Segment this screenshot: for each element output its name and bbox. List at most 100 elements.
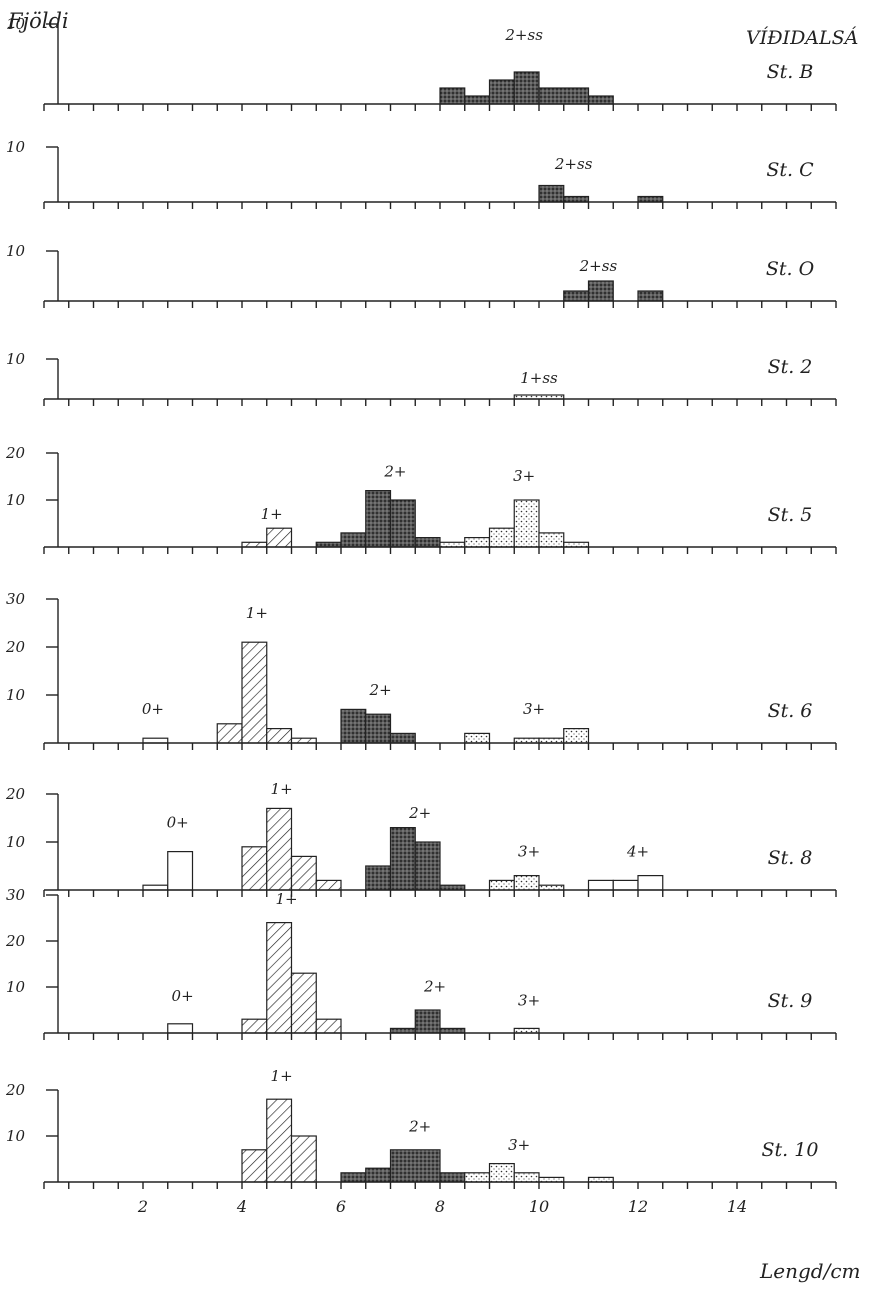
bar-1plus-4 [315, 1018, 342, 1034]
x-tick-label: 14 [727, 1197, 747, 1216]
bar-1plus-3 [266, 727, 293, 744]
station-label: St. 8 [768, 847, 813, 869]
y-tick-label: 10 [6, 1127, 26, 1145]
cohort-label: 2+ [383, 463, 406, 481]
bar-2plus-6 [414, 1009, 441, 1034]
bar-3plus-12 [563, 541, 590, 548]
x-axis-label: Lengd/cm [759, 1259, 861, 1283]
cohort-label: 0+ [142, 700, 164, 718]
y-tick-label: 10 [6, 15, 26, 33]
y-tick-label: 20 [5, 638, 26, 656]
panel-st-2: 10 1+ss St. 2 [6, 350, 837, 406]
panel-st-10: 20 10 1+ 2+ 3+ St. 10 [5, 1067, 837, 1189]
x-tick-label: 12 [628, 1197, 648, 1216]
bar-3plus-11 [538, 532, 565, 548]
bar-2plusss-1 [563, 195, 590, 203]
x-tick-labels: 2 4 6 8 10 12 14 [137, 1197, 747, 1216]
bar-1plus-4 [290, 855, 317, 891]
panel-st-8: 20 10 0+ 1+ 2+ 3+ 4+ St. 8 [5, 780, 837, 897]
bar-2plusss-4 [538, 87, 590, 105]
panel-st-o: 10 2+ss St. O [6, 242, 837, 308]
panel-st-5: 20 10 1+ 2+ 3+ St. 5 [5, 444, 837, 554]
panel-st-9: 30 20 10 0+ 1+ 2+ 3+ St. 9 [5, 886, 837, 1040]
y-tick-label: 10 [6, 686, 26, 704]
bar-2plus-9 [439, 884, 466, 891]
bar-3plus-11 [563, 727, 590, 744]
y-tick-label: 20 [5, 444, 26, 462]
bar-1plus-0 [241, 1149, 268, 1183]
bar-3plus-8 [488, 1162, 515, 1183]
cohort-label: 2+ [408, 804, 431, 822]
bar-2plusss-0 [538, 184, 565, 203]
bar-0plus-1 [167, 850, 194, 891]
x-tick-label: 4 [236, 1197, 247, 1216]
bar-1plus-2 [241, 846, 268, 891]
bar-2plus-6 [414, 536, 441, 548]
bar-0plus-0 [142, 884, 169, 891]
station-label: St. O [766, 258, 815, 280]
bar-1plus-4 [290, 737, 317, 744]
bar-3plus-8 [464, 536, 491, 548]
panel-st-b: 10 2+ss St. B [6, 15, 837, 111]
station-label: St. 9 [768, 990, 813, 1012]
bar-3plus-9 [513, 737, 540, 744]
bar-2plus-6 [365, 713, 392, 744]
bar-2plus-7 [389, 826, 416, 891]
bar-4plus-15 [637, 874, 664, 891]
y-tick-label: 20 [5, 785, 26, 803]
bar-2plusss-3 [513, 71, 540, 105]
x-tick-label: 2 [137, 1197, 148, 1216]
panel-st-6: 30 20 10 0+ 1+ 2+ 3+ St. 6 [5, 590, 837, 750]
bar-2plus-7 [389, 732, 416, 744]
bar-2plusss-5 [587, 95, 614, 105]
bar-3plus-10 [488, 879, 515, 891]
bar-4plus-13 [587, 879, 614, 891]
bar-2plus-4 [365, 1167, 392, 1183]
station-label: St. C [766, 159, 814, 181]
y-tick-label: 10 [6, 242, 26, 260]
bar-1plus-1 [241, 1018, 268, 1034]
cohort-label: 1+ [275, 890, 297, 908]
station-label: St. 10 [762, 1139, 819, 1161]
bar-1plus-3 [290, 972, 317, 1034]
bar-4plus-14 [612, 879, 639, 891]
cohort-label: 4+ [626, 842, 649, 860]
y-tick-label: 10 [6, 833, 26, 851]
cohort-label: 3+ [513, 467, 535, 485]
bar-2plus-5 [389, 499, 416, 548]
cohort-label: 3+ [523, 700, 545, 718]
cohort-label: 2+ss [579, 257, 618, 275]
bar-3plus-9 [488, 527, 515, 548]
bar-2plus-5 [340, 708, 367, 744]
bar-3plus-9 [513, 1172, 540, 1183]
station-label: St. B [767, 61, 814, 83]
panel-st-c: 10 2+ss St. C [6, 138, 837, 209]
y-tick-label: 20 [5, 932, 26, 950]
bar-1plus-2 [241, 641, 268, 744]
y-tick-label: 10 [6, 491, 26, 509]
bar-1plus-2 [290, 1135, 317, 1183]
bar-1plus-2 [266, 921, 293, 1034]
bar-3plus-7 [464, 1172, 491, 1183]
histogram-panels: 10 2+ss St. B 10 2+ss St. C 10 2+ss St. O 10 1+ss S… [5, 15, 837, 1189]
station-label: St. 5 [768, 504, 813, 526]
cohort-label: 1+ [261, 505, 283, 523]
bar-2plusss-0 [439, 87, 466, 105]
x-tick-label: 8 [435, 1197, 445, 1216]
x-tick-label: 6 [336, 1197, 346, 1216]
bar-2plusss-2 [488, 79, 515, 105]
bar-2plusss-1 [464, 95, 491, 105]
bar-1plus-0 [241, 541, 268, 548]
y-tick-label: 10 [6, 138, 26, 156]
figure-title: VÍÐIDALSÁ [746, 26, 858, 49]
cohort-label: 3+ [518, 842, 540, 860]
bar-2plus-6 [365, 865, 392, 891]
bar-1plus-1 [216, 723, 243, 744]
cohort-label: 1+ [271, 1067, 293, 1085]
bar-2plusss-0 [563, 290, 590, 302]
cohort-label: 2+ss [554, 155, 593, 173]
bar-1plus-1 [266, 1098, 293, 1183]
cohort-label: 2+ [423, 978, 446, 996]
y-tick-label: 30 [6, 590, 26, 608]
